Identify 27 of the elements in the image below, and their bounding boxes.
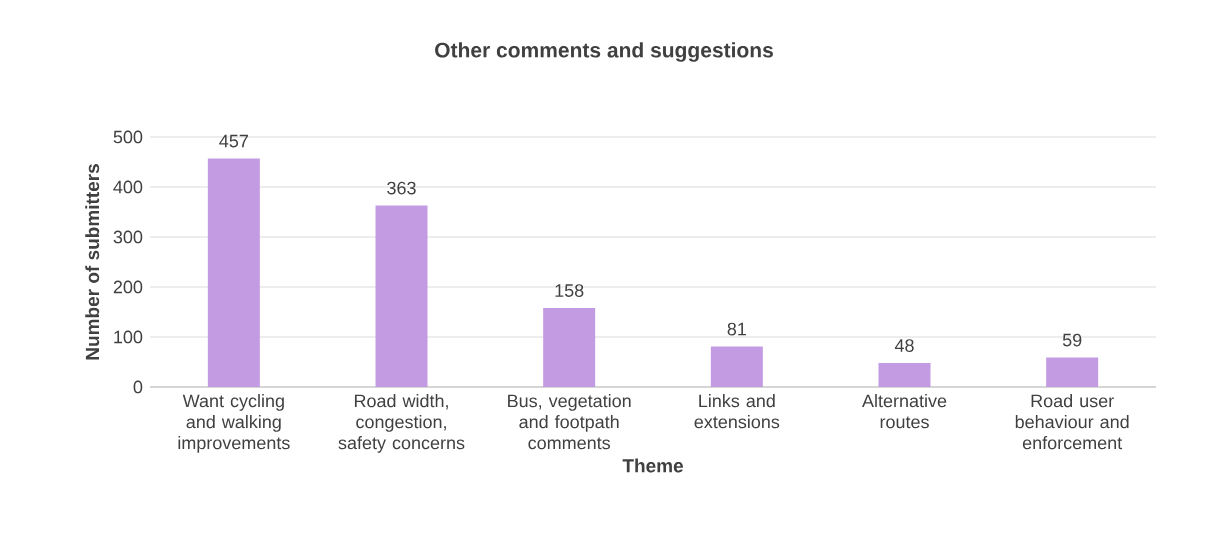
data-label: 81 [727, 322, 746, 336]
y-tick-label: 400 [113, 180, 143, 194]
bar [543, 307, 596, 387]
bar [1046, 357, 1099, 387]
chart-title: Other comments and suggestions [435, 42, 773, 62]
x-tick-label: Road width, congestion, safety concerns [338, 394, 465, 453]
data-label: 59 [1062, 333, 1082, 347]
bar [878, 362, 931, 387]
x-axis-title: Theme [622, 458, 683, 473]
data-label: 48 [894, 339, 914, 352]
data-label: 363 [387, 181, 416, 195]
bar [207, 158, 260, 387]
data-label: 158 [555, 284, 584, 297]
x-tick-label: Want cycling and walking improvements [178, 394, 290, 453]
data-label: 457 [219, 134, 248, 148]
x-tick-label: Alternative routes [862, 394, 947, 429]
y-tick-label: 0 [133, 380, 143, 394]
bar [375, 205, 428, 387]
x-tick-label: Road user behaviour and enforcement [1015, 394, 1129, 450]
x-tick-label: Bus, vegetation and footpath comments [508, 394, 631, 450]
y-tick-label: 200 [113, 280, 143, 294]
y-axis-title: Number of submitters [85, 164, 100, 360]
y-tick-label: 100 [114, 330, 143, 344]
x-tick-label: Links and extensions [694, 394, 780, 429]
y-tick-label: 300 [113, 230, 143, 244]
bar [710, 346, 763, 387]
y-tick-label: 500 [113, 130, 143, 144]
